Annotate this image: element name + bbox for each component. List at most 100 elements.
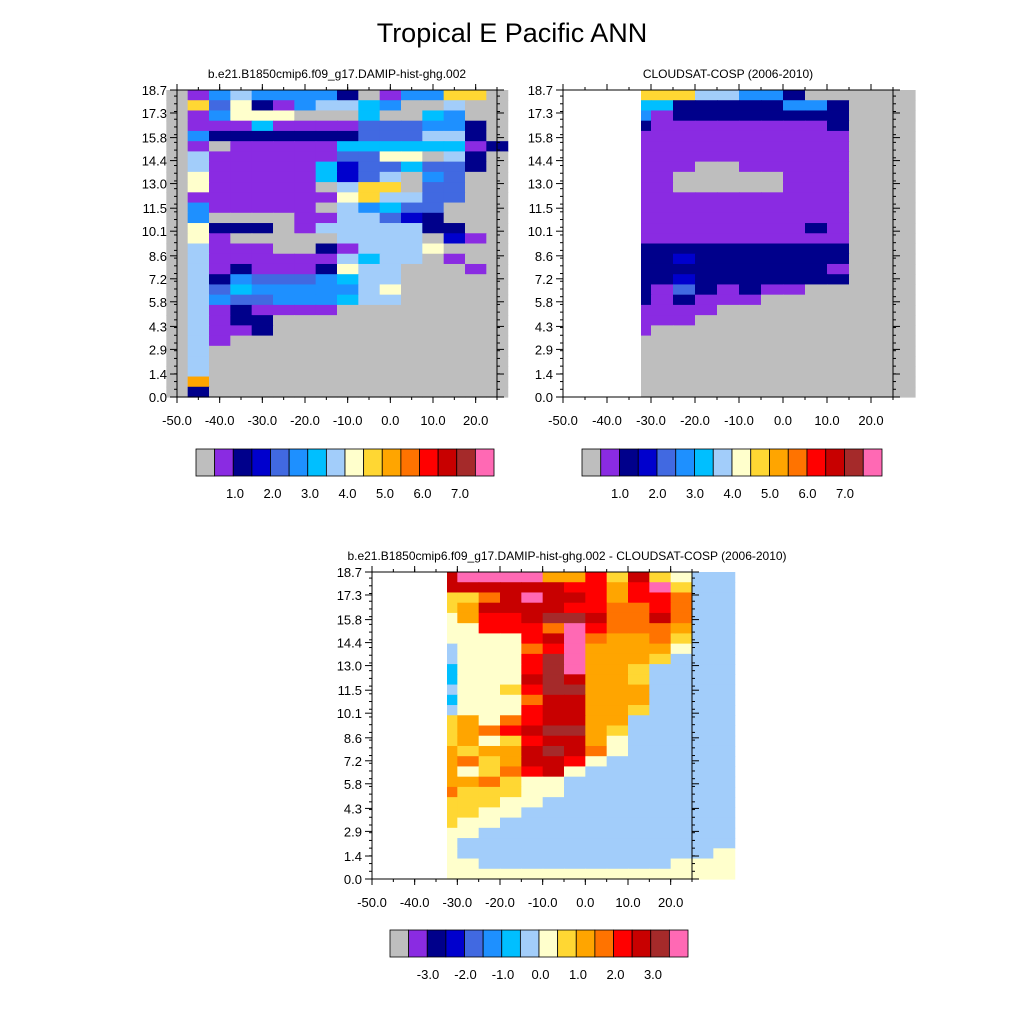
heatmap-cell	[695, 263, 718, 275]
heatmap-cell	[294, 345, 317, 357]
heatmap-cell	[649, 612, 672, 624]
heatmap-cell	[713, 623, 736, 634]
heatmap-cell	[500, 664, 522, 675]
heatmap-cell	[465, 345, 487, 357]
heatmap-cell	[606, 612, 629, 624]
colorbar-label: 0.0	[531, 967, 549, 982]
heatmap-cell	[673, 253, 696, 265]
heatmap-cell	[606, 643, 629, 655]
heatmap-cell	[209, 171, 231, 183]
heatmap-cell	[379, 284, 402, 296]
heatmap-cell	[294, 151, 317, 163]
heatmap-cell	[187, 120, 210, 132]
colorbar-label: -2.0	[454, 967, 476, 982]
heatmap-cell	[606, 572, 629, 583]
heatmap-cell	[649, 766, 672, 778]
heatmap-cell	[542, 735, 565, 747]
heatmap-cell	[564, 653, 586, 665]
heatmap-cell	[209, 315, 231, 326]
heatmap-cell	[315, 356, 338, 367]
heatmap-cell	[585, 745, 608, 757]
heatmap-cell	[651, 141, 674, 152]
heatmap-cell	[358, 161, 381, 173]
heatmap-cell	[761, 284, 784, 296]
heatmap-cell	[871, 202, 894, 214]
heatmap-cell	[893, 130, 916, 142]
heatmap-cell	[739, 284, 762, 296]
x-tick-label: -40.0	[205, 413, 235, 428]
heatmap-cell	[692, 715, 714, 727]
heatmap-cell	[443, 110, 466, 122]
heatmap-cell	[651, 345, 674, 357]
heatmap-cell	[606, 827, 629, 839]
heatmap-cell	[187, 182, 210, 193]
colorbar-swatch	[769, 448, 789, 477]
heatmap-cell	[585, 776, 608, 788]
heatmap-cell	[739, 110, 762, 122]
heatmap-cell	[230, 263, 253, 275]
heatmap-cell	[692, 735, 714, 747]
heatmap-cell	[379, 110, 402, 122]
heatmap-cell	[315, 325, 338, 337]
heatmap-cell	[500, 633, 522, 645]
heatmap-cell	[761, 171, 784, 183]
heatmap-cell	[500, 756, 522, 768]
heatmap-cell	[649, 602, 672, 614]
heatmap-cell	[628, 745, 650, 757]
heatmap-cell	[628, 715, 650, 727]
heatmap-cell	[695, 90, 718, 101]
heatmap-cell	[337, 274, 359, 286]
y-tick-label: 1.4	[535, 367, 553, 382]
colorbar-swatch	[668, 929, 689, 958]
heatmap-cell	[717, 243, 740, 255]
heatmap-cell	[805, 223, 828, 234]
heatmap-cell	[564, 664, 586, 675]
heatmap-cell	[849, 274, 872, 286]
heatmap-cell	[717, 263, 740, 275]
heatmap-cell	[422, 90, 445, 101]
heatmap-cell	[739, 304, 762, 316]
heatmap-cell	[521, 684, 544, 696]
heatmap-cell	[649, 582, 672, 594]
heatmap-cell	[606, 868, 629, 880]
heatmap-cell	[230, 141, 253, 152]
heatmap-cell	[500, 776, 522, 788]
heatmap-cell	[379, 263, 402, 275]
heatmap-cell	[230, 151, 253, 163]
heatmap-cell	[315, 212, 338, 224]
colorbar-swatch	[538, 929, 559, 958]
heatmap-cell	[401, 284, 423, 296]
heatmap-cell	[465, 110, 487, 122]
heatmap-cell	[457, 664, 480, 675]
heatmap-cell	[337, 386, 359, 398]
heatmap-cell	[478, 633, 501, 645]
heatmap-cell	[670, 592, 693, 604]
heatmap-cell	[315, 263, 338, 275]
heatmap-cell	[500, 838, 522, 849]
heatmap-cell	[209, 90, 231, 101]
heatmap-cell	[670, 735, 693, 747]
heatmap-cell	[457, 592, 480, 604]
colorbar-label: 7.0	[836, 486, 854, 501]
heatmap-cell	[673, 100, 696, 112]
heatmap-cell	[358, 284, 381, 296]
heatmap-cell	[871, 100, 894, 112]
heatmap-cell	[337, 345, 359, 357]
heatmap-cell	[500, 848, 522, 860]
heatmap-cell	[478, 694, 501, 706]
heatmap-cell	[251, 100, 274, 112]
heatmap-cell	[521, 848, 544, 860]
heatmap-cell	[422, 151, 445, 163]
heatmap-cell	[542, 653, 565, 665]
heatmap-cell	[585, 653, 608, 665]
heatmap-cell	[294, 274, 317, 286]
heatmap-cell	[422, 171, 445, 183]
heatmap-cell	[478, 766, 501, 778]
heatmap-cell	[649, 653, 672, 665]
heatmap-cell	[651, 263, 674, 275]
heatmap-cell	[717, 356, 740, 367]
heatmap-cell	[849, 325, 872, 337]
heatmap-cell	[358, 335, 381, 347]
heatmap-cell	[606, 745, 629, 757]
heatmap-cell	[401, 100, 423, 112]
